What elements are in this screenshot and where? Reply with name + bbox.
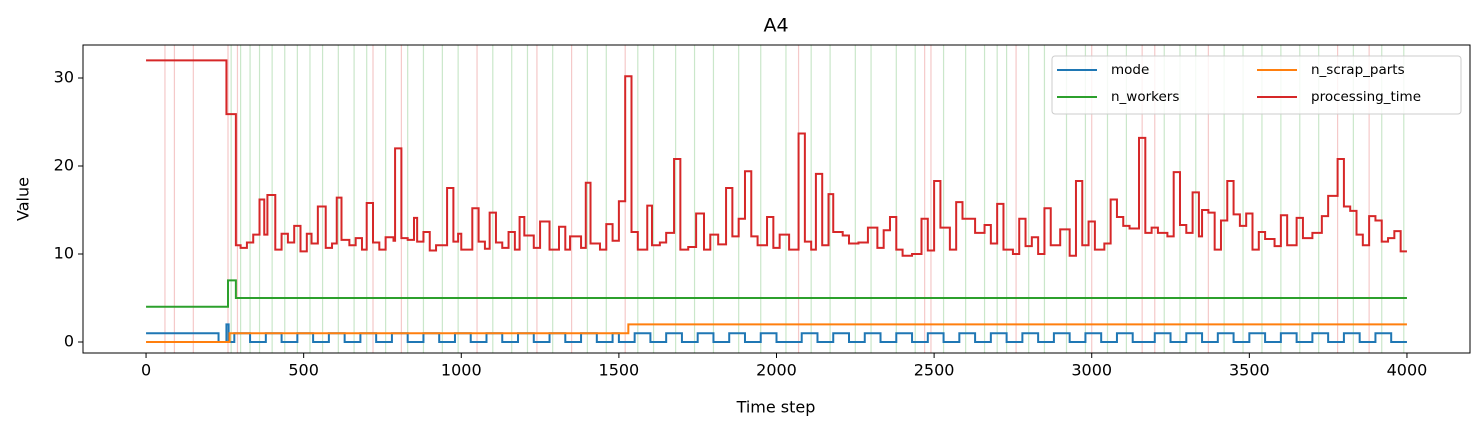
chart-title: A4 xyxy=(763,15,788,37)
legend-label: n_scrap_parts xyxy=(1311,62,1405,78)
x-tick-label: 3500 xyxy=(1229,361,1270,380)
x-tick-label: 1000 xyxy=(441,361,482,380)
legend-label: mode xyxy=(1111,62,1149,78)
series-line xyxy=(146,59,1407,257)
series-line xyxy=(146,323,1407,343)
y-tick-label: 10 xyxy=(54,244,74,263)
x-tick-label: 2500 xyxy=(914,361,955,380)
y-tick-label: 0 xyxy=(64,332,74,351)
legend-label: processing_time xyxy=(1311,89,1421,105)
x-tick-label: 4000 xyxy=(1387,361,1428,380)
x-tick-label: 3000 xyxy=(1071,361,1112,380)
x-tick-label: 1500 xyxy=(599,361,640,380)
plot-frame xyxy=(82,44,1471,354)
legend-label: n_workers xyxy=(1111,89,1179,105)
y-tick-label: 20 xyxy=(54,156,74,175)
series-line xyxy=(146,323,1407,343)
x-tick-label: 500 xyxy=(288,361,319,380)
x-tick-label: 0 xyxy=(141,361,151,380)
legend-box xyxy=(1051,55,1462,115)
y-tick-label: 30 xyxy=(54,68,74,87)
x-tick-label: 2000 xyxy=(756,361,797,380)
x-axis-label: Time step xyxy=(736,398,816,417)
series-line xyxy=(146,279,1407,308)
y-axis-label: Value xyxy=(14,177,33,221)
